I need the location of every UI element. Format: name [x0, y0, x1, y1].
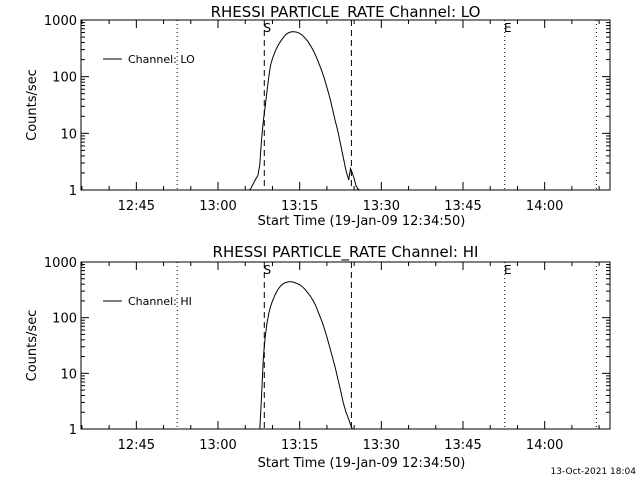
x-axis-label: Start Time (19-Jan-09 12:34:50) — [258, 456, 466, 471]
plot-frame — [80, 19, 611, 191]
y-tick-label: 1 — [69, 423, 77, 438]
y-tick-label: 10 — [60, 367, 77, 382]
chart-title: RHESSI PARTICLE_RATE Channel: LO — [211, 3, 481, 22]
marker-label: S — [263, 263, 271, 277]
footer-date: 13-Oct-2021 18:04 — [551, 467, 637, 477]
panel-lo: RHESSI PARTICLE_RATE Channel: LO 1 10 100 10… — [25, 3, 611, 229]
plot-frame — [80, 261, 611, 430]
marker-label: E — [504, 21, 512, 35]
x-tick-label: 14:00 — [526, 438, 563, 453]
chart-title: RHESSI PARTICLE_RATE Channel: HI — [213, 243, 479, 262]
y-tick-label: 1000 — [44, 256, 77, 271]
x-tick-label: 13:00 — [199, 438, 236, 453]
series-line — [248, 31, 360, 191]
x-tick-label: 13:00 — [199, 199, 236, 214]
marker-label: E — [504, 263, 512, 277]
y-tick-label: 100 — [52, 71, 77, 86]
x-tick-label: 13:30 — [363, 438, 400, 453]
legend-label: Channel: LO — [128, 53, 195, 66]
x-tick-label: 14:00 — [526, 199, 563, 214]
x-axis-label: Start Time (19-Jan-09 12:34:50) — [258, 214, 466, 229]
x-tick-label: 13:45 — [444, 438, 481, 453]
y-tick-label: 10 — [60, 127, 77, 142]
x-tick-label: 13:15 — [281, 199, 318, 214]
y-tick-label: 1 — [69, 184, 77, 199]
panel-hi: RHESSI PARTICLE_RATE Channel: HI 1 10 100 10… — [25, 243, 611, 471]
x-tick-label: 13:45 — [444, 199, 481, 214]
series-line — [259, 281, 353, 430]
x-tick-label: 13:15 — [281, 438, 318, 453]
x-tick-label: 13:30 — [363, 199, 400, 214]
y-axis-label: Counts/sec — [25, 69, 40, 141]
y-tick-label: 100 — [52, 312, 77, 327]
marker-label: S — [263, 21, 271, 35]
legend-label: Channel: HI — [128, 295, 192, 308]
x-tick-label: 12:45 — [118, 199, 155, 214]
y-axis-label: Counts/sec — [25, 310, 40, 382]
x-tick-label: 12:45 — [118, 438, 155, 453]
y-tick-label: 1000 — [44, 14, 77, 29]
